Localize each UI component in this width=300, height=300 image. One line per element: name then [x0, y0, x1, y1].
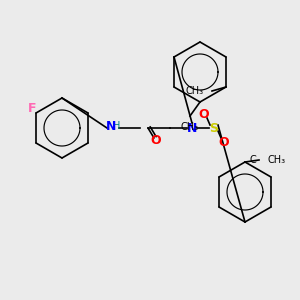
Text: H: H [113, 121, 121, 131]
Text: O: O [199, 107, 209, 121]
Text: C: C [250, 155, 256, 165]
Text: N: N [187, 122, 197, 134]
Text: O: O [151, 134, 161, 146]
Text: F: F [28, 103, 36, 116]
Text: O: O [219, 136, 229, 148]
Text: N: N [106, 119, 116, 133]
Text: S: S [209, 122, 218, 134]
Text: CH₃: CH₃ [186, 86, 204, 96]
Text: CH₃: CH₃ [267, 155, 285, 165]
Text: CH₃: CH₃ [181, 122, 199, 132]
